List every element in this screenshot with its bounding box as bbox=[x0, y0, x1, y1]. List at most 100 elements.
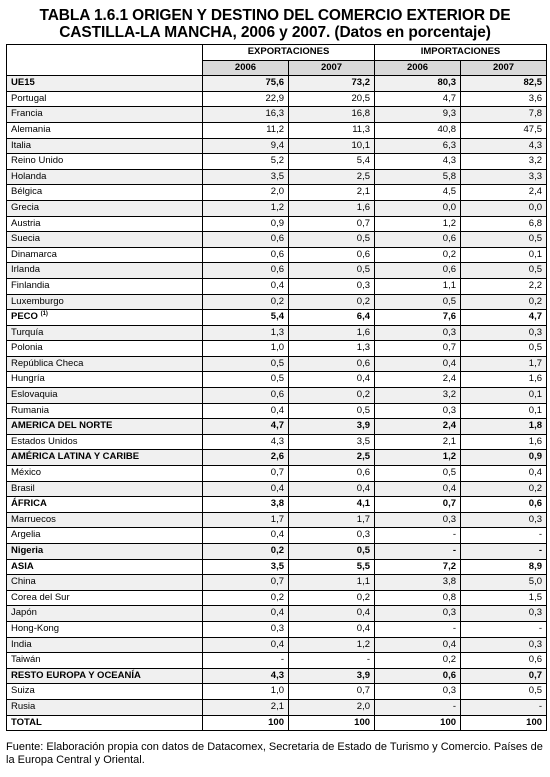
value-cell: 0,9 bbox=[460, 449, 548, 467]
value-cell: 0,5 bbox=[287, 543, 376, 560]
header-year: 2007 bbox=[460, 59, 548, 77]
value-cell: 0,5 bbox=[202, 355, 289, 373]
value-cell: 2,4 bbox=[374, 418, 462, 435]
row-label-text: Nigeria bbox=[11, 545, 44, 556]
table-row: Irlanda 0,6 0,5 0,6 0,5 bbox=[6, 262, 548, 279]
value-cell: 0,7 bbox=[202, 574, 289, 591]
row-label: ASIA bbox=[6, 558, 203, 576]
table-row: PECO (1) 5,4 6,4 7,6 4,7 bbox=[6, 309, 548, 326]
value-cell: 1,0 bbox=[202, 340, 289, 357]
value-cell: 0,4 bbox=[202, 277, 289, 295]
table-row: República Checa 0,5 0,6 0,4 1,7 bbox=[6, 355, 548, 373]
value-cell: 0,7 bbox=[202, 465, 289, 482]
table-row: Marruecos 1,7 1,7 0,3 0,3 bbox=[6, 511, 548, 529]
value-cell: 1,3 bbox=[202, 324, 289, 342]
header-importaciones: IMPORTACIONES bbox=[374, 44, 548, 61]
row-label: Eslovaquia bbox=[6, 387, 203, 404]
row-label: AMERICA DEL NORTE bbox=[6, 418, 203, 435]
value-cell: 0,3 bbox=[374, 402, 462, 420]
value-cell: 4,1 bbox=[287, 496, 376, 513]
row-label: Marruecos bbox=[6, 511, 203, 529]
value-cell: 5,4 bbox=[202, 309, 289, 326]
value-cell: 0,6 bbox=[202, 262, 289, 279]
value-cell: - bbox=[460, 620, 548, 638]
value-cell: 0,4 bbox=[202, 636, 289, 654]
row-label-text: Japón bbox=[11, 607, 37, 619]
row-label: Suiza bbox=[6, 683, 203, 700]
value-cell: 2,6 bbox=[202, 449, 289, 467]
value-cell: 75,6 bbox=[202, 75, 289, 92]
value-cell: 0,4 bbox=[202, 480, 289, 498]
table-row: Austria 0,9 0,7 1,2 6,8 bbox=[6, 215, 548, 233]
row-label: China bbox=[6, 574, 203, 591]
value-cell: 3,8 bbox=[202, 496, 289, 513]
value-cell: 3,9 bbox=[287, 667, 376, 685]
value-cell: 0,4 bbox=[287, 371, 376, 389]
value-cell: 0,3 bbox=[202, 620, 289, 638]
table-row: ASIA 3,5 5,5 7,2 8,9 bbox=[6, 558, 548, 576]
value-cell: 2,0 bbox=[202, 184, 289, 201]
value-cell: 1,7 bbox=[287, 511, 376, 529]
value-cell: 0,7 bbox=[460, 667, 548, 685]
row-label: India bbox=[6, 636, 203, 654]
row-label-text: Bélgica bbox=[11, 186, 43, 198]
value-cell: 3,2 bbox=[460, 153, 548, 170]
value-cell: 0,4 bbox=[202, 605, 289, 622]
table-row: Italia 9,4 10,1 6,3 4,3 bbox=[6, 137, 548, 155]
value-cell: 0,1 bbox=[460, 402, 548, 420]
row-label: Austria bbox=[6, 215, 203, 233]
value-cell: 0,3 bbox=[374, 683, 462, 700]
value-cell: 0,6 bbox=[202, 387, 289, 404]
value-cell: 0,3 bbox=[287, 527, 376, 544]
value-cell: - bbox=[460, 543, 548, 560]
value-cell: 3,9 bbox=[287, 418, 376, 435]
table-row: Luxemburgo 0,2 0,2 0,5 0,2 bbox=[6, 293, 548, 311]
row-label: Alemania bbox=[6, 121, 203, 139]
table-row: ÁFRICA 3,8 4,1 0,7 0,6 bbox=[6, 496, 548, 513]
table-row: Finlandia 0,4 0,3 1,1 2,2 bbox=[6, 277, 548, 295]
row-label: México bbox=[6, 465, 203, 482]
value-cell: 5,4 bbox=[287, 153, 376, 170]
value-cell: 2,5 bbox=[287, 449, 376, 467]
value-cell: 4,3 bbox=[374, 153, 462, 170]
value-cell: 0,1 bbox=[460, 387, 548, 404]
value-cell: 1,1 bbox=[374, 277, 462, 295]
row-label: Luxemburgo bbox=[6, 293, 203, 311]
value-cell: 0,5 bbox=[460, 683, 548, 700]
row-label-text: Suecia bbox=[11, 233, 41, 245]
row-label: Italia bbox=[6, 137, 203, 155]
value-cell: 3,5 bbox=[202, 558, 289, 576]
value-cell: 16,3 bbox=[202, 106, 289, 123]
row-label-text: Suiza bbox=[11, 685, 35, 697]
row-label-text: México bbox=[11, 467, 42, 479]
value-cell: 4,3 bbox=[202, 667, 289, 685]
row-label: Grecia bbox=[6, 199, 203, 217]
row-label: Turquía bbox=[6, 324, 203, 342]
row-label-text: Dinamarca bbox=[11, 248, 57, 260]
row-label-text: Austria bbox=[11, 217, 41, 229]
value-cell: 0,4 bbox=[460, 465, 548, 482]
row-label: Taiwán bbox=[6, 652, 203, 669]
header-blank-cell bbox=[6, 43, 203, 77]
value-cell: 9,4 bbox=[202, 137, 289, 155]
value-cell: 0,2 bbox=[202, 543, 289, 560]
value-cell: 2,4 bbox=[374, 371, 462, 389]
row-label-text: Brasil bbox=[11, 482, 35, 494]
value-cell: 1,2 bbox=[374, 449, 462, 467]
table-row: China 0,7 1,1 3,8 5,0 bbox=[6, 574, 548, 591]
value-cell: 0,2 bbox=[287, 293, 376, 311]
row-label: Reino Unido bbox=[6, 153, 203, 170]
value-cell: 1,2 bbox=[374, 215, 462, 233]
footnote-marker: (1) bbox=[40, 311, 48, 318]
row-label: Corea del Sur bbox=[6, 589, 203, 607]
value-cell: 0,3 bbox=[460, 605, 548, 622]
value-cell: 5,8 bbox=[374, 168, 462, 186]
row-label: Portugal bbox=[6, 90, 203, 108]
source-note: Fuente: Elaboración propia con datos de … bbox=[6, 741, 543, 766]
row-label-text: Marruecos bbox=[11, 513, 56, 525]
value-cell: 0,8 bbox=[374, 589, 462, 607]
value-cell: - bbox=[374, 620, 462, 638]
value-cell: 0,6 bbox=[374, 262, 462, 279]
row-label-text: Turquía bbox=[11, 326, 44, 338]
value-cell: 47,5 bbox=[460, 121, 548, 139]
